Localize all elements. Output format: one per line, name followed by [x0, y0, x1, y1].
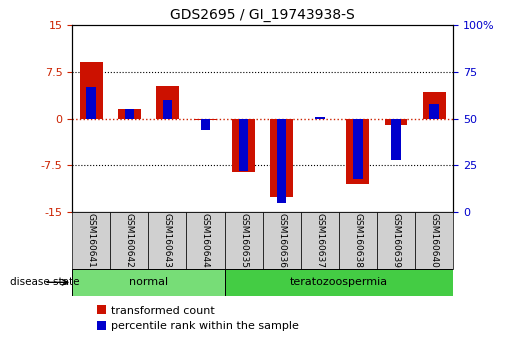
- Legend: transformed count, percentile rank within the sample: transformed count, percentile rank withi…: [97, 306, 299, 331]
- Text: GSM160635: GSM160635: [239, 213, 248, 268]
- Bar: [339, 212, 377, 269]
- Bar: [156, 86, 179, 119]
- Bar: [270, 119, 293, 197]
- Bar: [391, 119, 401, 160]
- Bar: [148, 212, 186, 269]
- Bar: [194, 119, 217, 120]
- Text: teratozoospermia: teratozoospermia: [290, 277, 388, 287]
- Text: GSM160640: GSM160640: [430, 213, 439, 268]
- Bar: [72, 212, 110, 269]
- Bar: [225, 212, 263, 269]
- Bar: [430, 104, 439, 119]
- Bar: [201, 119, 210, 130]
- Bar: [377, 212, 415, 269]
- Bar: [186, 212, 225, 269]
- Text: GSM160644: GSM160644: [201, 213, 210, 268]
- Text: GSM160641: GSM160641: [87, 213, 96, 268]
- Bar: [277, 119, 286, 203]
- Bar: [423, 92, 445, 119]
- Text: GSM160643: GSM160643: [163, 213, 172, 268]
- Text: GSM160642: GSM160642: [125, 213, 134, 268]
- Bar: [347, 119, 369, 184]
- Bar: [315, 117, 324, 119]
- Bar: [87, 87, 96, 119]
- Bar: [118, 109, 141, 119]
- Text: disease state: disease state: [10, 278, 80, 287]
- Title: GDS2695 / GI_19743938-S: GDS2695 / GI_19743938-S: [170, 8, 355, 22]
- Bar: [80, 62, 102, 119]
- Bar: [232, 119, 255, 172]
- Text: GSM160639: GSM160639: [391, 213, 401, 268]
- Text: normal: normal: [129, 277, 168, 287]
- Bar: [110, 212, 148, 269]
- Bar: [385, 119, 407, 125]
- Bar: [415, 212, 453, 269]
- Text: GSM160637: GSM160637: [315, 213, 324, 268]
- Bar: [263, 212, 301, 269]
- Bar: [353, 119, 363, 179]
- Bar: [163, 100, 172, 119]
- Text: GSM160638: GSM160638: [353, 213, 363, 268]
- Bar: [125, 109, 134, 119]
- Bar: [225, 269, 453, 296]
- Bar: [72, 269, 225, 296]
- Bar: [301, 212, 339, 269]
- Text: GSM160636: GSM160636: [277, 213, 286, 268]
- Bar: [239, 119, 248, 171]
